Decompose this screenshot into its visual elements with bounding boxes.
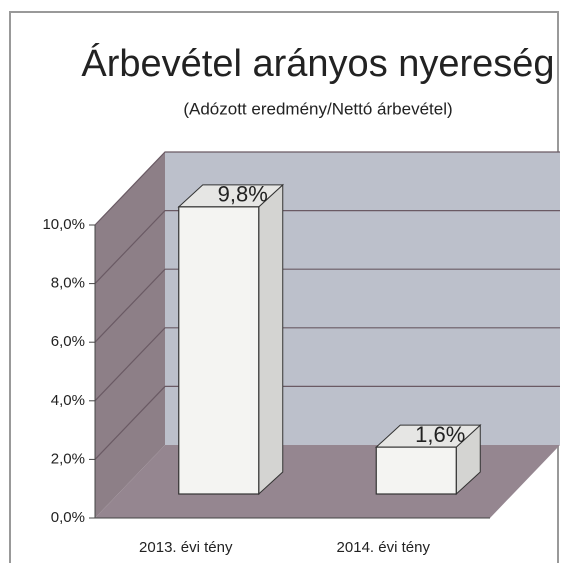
floor [95,445,560,518]
y-tick-label: 6,0% [51,333,85,350]
y-tick-label: 10,0% [42,216,85,233]
grid-line [94,151,560,226]
y-tick-label: 4,0% [51,392,85,409]
y-tick-label: 0,0% [51,509,85,526]
side-wall [95,152,165,518]
value-label: 1,6% [415,422,465,447]
y-tick-label: 2,0% [51,450,85,467]
grid-line [94,268,560,343]
x-tick-label: 2013. évi tény [139,539,233,556]
y-tick-label: 8,0% [51,275,85,292]
chart-title: Árbevétel arányos nyereség [81,42,554,85]
x-tick-label: 2014. évi tény [337,539,431,556]
chart-subtitle: (Adózott eredmény/Nettó árbevétel) [183,99,452,118]
bar-side [258,183,284,496]
bar [375,446,457,495]
grid-line [94,385,560,460]
grid-line [94,210,560,285]
bar [178,206,260,495]
value-label: 9,8% [218,182,268,207]
grid-line [94,327,560,402]
